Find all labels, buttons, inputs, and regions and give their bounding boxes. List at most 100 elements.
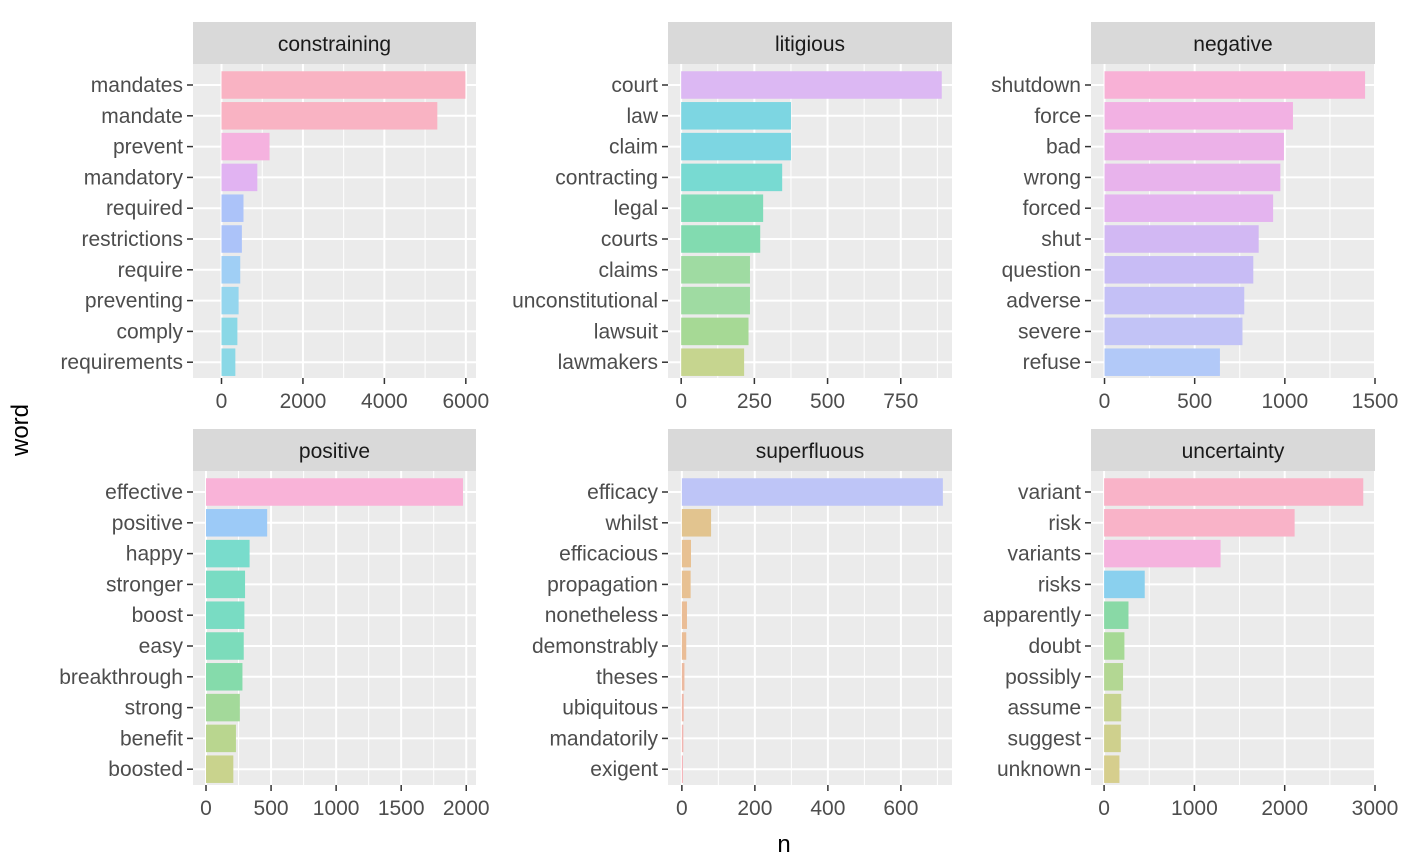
x-tick-label: 0 bbox=[676, 797, 688, 820]
bar-demonstrably bbox=[681, 632, 687, 660]
y-tick-label: efficacy bbox=[587, 481, 658, 504]
x-tick-label: 0 bbox=[1099, 390, 1111, 413]
y-tick-label: positive bbox=[112, 512, 183, 535]
x-tick-label: 1000 bbox=[1171, 797, 1218, 820]
bar-theses bbox=[681, 663, 685, 691]
facet-positive: positive effective positive happy stronger bo… bbox=[59, 429, 490, 820]
y-tick-label: suggest bbox=[1007, 727, 1081, 750]
bar-requirements bbox=[221, 348, 236, 376]
y-tick-label: shutdown bbox=[991, 74, 1081, 97]
y-tick-label: severe bbox=[1018, 320, 1081, 343]
bar-shutdown bbox=[1104, 71, 1366, 99]
facet-constraining: constraining mandates mandate prevent mandat… bbox=[60, 22, 489, 413]
bar-claims bbox=[681, 256, 750, 284]
strip-uncertainty bbox=[1091, 429, 1375, 471]
y-tick-label: requirements bbox=[60, 351, 183, 374]
bar-unknown bbox=[1104, 755, 1120, 783]
y-tick-label: shut bbox=[1041, 228, 1081, 251]
y-tick-label: happy bbox=[126, 543, 184, 566]
y-tick-label: court bbox=[611, 74, 658, 97]
bar-unconstitutional bbox=[681, 286, 750, 315]
bar-variants bbox=[1104, 539, 1221, 568]
y-tick-label: variant bbox=[1018, 481, 1081, 504]
y-tick-label: nonetheless bbox=[545, 604, 658, 627]
x-tick-label: 0 bbox=[675, 390, 687, 413]
bar-shut bbox=[1104, 225, 1259, 253]
strip-constraining bbox=[193, 22, 476, 64]
strip-litigious bbox=[668, 22, 952, 64]
bar-law bbox=[681, 102, 791, 130]
y-tick-label: lawmakers bbox=[558, 351, 658, 374]
bar-happy bbox=[206, 539, 250, 568]
bar-comply bbox=[221, 317, 238, 346]
strip-title: positive bbox=[299, 440, 370, 463]
bar-efficacy bbox=[681, 478, 943, 506]
y-tick-label: strong bbox=[125, 697, 183, 720]
y-tick-label: legal bbox=[614, 197, 658, 220]
y-tick-label: mandatory bbox=[84, 166, 184, 189]
facet-litigious: litigious court law claim contracting legal co… bbox=[512, 22, 952, 413]
x-tick-label: 4000 bbox=[361, 390, 408, 413]
bar-contracting bbox=[681, 163, 783, 192]
y-tick-label: adverse bbox=[1006, 290, 1081, 313]
y-tick-label: ubiquitous bbox=[562, 697, 658, 720]
bar-lawsuit bbox=[681, 317, 749, 346]
y-tick-label: propagation bbox=[547, 573, 658, 596]
bar-legal bbox=[681, 194, 764, 222]
bar-positive bbox=[206, 509, 268, 537]
strip-negative bbox=[1091, 22, 1375, 64]
y-tick-label: prevent bbox=[113, 136, 183, 159]
facet-panels: constraining mandates mandate prevent mandat… bbox=[59, 22, 1398, 820]
y-tick-label: claim bbox=[609, 136, 658, 159]
y-tick-label: bad bbox=[1046, 136, 1081, 159]
x-tick-label: 750 bbox=[883, 390, 918, 413]
x-tick-label: 2000 bbox=[1261, 797, 1308, 820]
x-tick-label: 600 bbox=[883, 797, 918, 820]
bar-assume bbox=[1104, 693, 1122, 722]
y-tick-label: law bbox=[626, 105, 658, 128]
bar-require bbox=[221, 256, 241, 284]
x-tick-label: 2000 bbox=[280, 390, 327, 413]
bar-easy bbox=[206, 632, 244, 660]
x-tick-label: 6000 bbox=[442, 390, 489, 413]
y-tick-label: assume bbox=[1007, 697, 1081, 720]
bar-required bbox=[221, 194, 244, 222]
bar-lawmakers bbox=[681, 348, 745, 376]
bar-breakthrough bbox=[206, 663, 243, 691]
bar-propagation bbox=[681, 570, 691, 599]
bar-apparently bbox=[1104, 601, 1129, 629]
bar-variant bbox=[1104, 478, 1364, 506]
y-tick-label: possibly bbox=[1005, 666, 1081, 689]
y-tick-label: apparently bbox=[983, 604, 1082, 627]
bar-doubt bbox=[1104, 632, 1125, 660]
strip-title: uncertainty bbox=[1182, 440, 1285, 463]
y-tick-label: boost bbox=[132, 604, 184, 627]
bar-restrictions bbox=[221, 225, 242, 253]
bar-mandatorily bbox=[681, 724, 684, 753]
bar-ubiquitous bbox=[681, 693, 684, 722]
y-tick-label: courts bbox=[601, 228, 658, 251]
x-tick-label: 1500 bbox=[378, 797, 425, 820]
x-tick-label: 0 bbox=[216, 390, 228, 413]
y-tick-label: risk bbox=[1048, 512, 1081, 535]
bar-prevent bbox=[221, 132, 270, 161]
facet-uncertainty: uncertainty variant risk variants risks appar… bbox=[983, 429, 1398, 820]
bar-nonetheless bbox=[681, 601, 687, 629]
bar-force bbox=[1104, 102, 1293, 130]
x-tick-label: 1500 bbox=[1352, 390, 1399, 413]
bar-exigent bbox=[681, 755, 683, 783]
y-tick-label: breakthrough bbox=[59, 666, 183, 689]
bar-preventing bbox=[221, 286, 239, 315]
bar-adverse bbox=[1104, 286, 1245, 315]
x-axis-title: n bbox=[777, 831, 790, 858]
bar-strong bbox=[206, 693, 240, 722]
x-tick-label: 400 bbox=[810, 797, 845, 820]
x-tick-label: 0 bbox=[1098, 797, 1110, 820]
x-tick-label: 1000 bbox=[1261, 390, 1308, 413]
y-tick-label: restrictions bbox=[81, 228, 183, 251]
strip-title: superfluous bbox=[756, 440, 865, 463]
y-tick-label: whilst bbox=[604, 512, 658, 535]
y-tick-label: forced bbox=[1023, 197, 1081, 220]
bar-risk bbox=[1104, 509, 1295, 537]
